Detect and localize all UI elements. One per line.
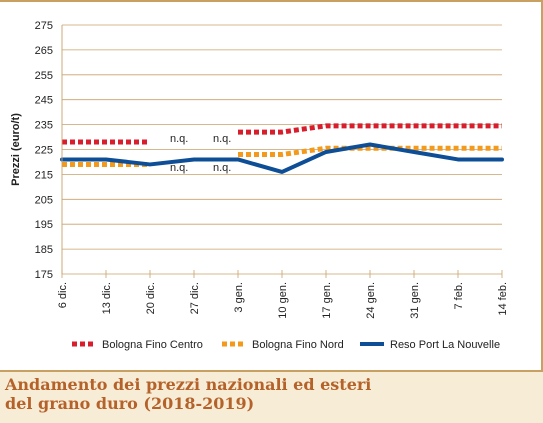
figure-caption: Andamento dei prezzi nazionali ed esteri…	[0, 370, 543, 423]
y-tick-label: 255	[35, 70, 53, 82]
x-tick-label: 20 dic.	[145, 282, 157, 314]
legend-label-1: Bologna Fino Nord	[252, 339, 344, 351]
nq-annotation: n.q.	[213, 162, 231, 174]
y-axis-title: Prezzi (euro/t)	[10, 113, 22, 186]
y-tick-label: 275	[35, 20, 53, 32]
y-tick-label: 215	[35, 169, 53, 181]
legend: Bologna Fino Centro Bologna Fino Nord Reso…	[72, 339, 500, 351]
series-line-2	[60, 142, 504, 174]
x-tick-label: 10 gen.	[277, 282, 289, 319]
x-tick-label: 24 gen.	[365, 282, 377, 319]
nq-annotation: n.q.	[170, 133, 188, 145]
x-tick-label: 14 feb.	[497, 282, 509, 316]
x-tick-label: 27 dic.	[189, 282, 201, 314]
annotations: n.q. n.q. n.q. n.q.	[170, 133, 231, 174]
y-tick-label: 265	[35, 45, 53, 57]
y-tick-label: 185	[35, 244, 53, 256]
x-tick-label: 3 gen.	[233, 282, 245, 313]
x-tick-label: 6 dic.	[57, 282, 69, 308]
x-tick-label: 13 dic.	[101, 282, 113, 314]
y-tick-label: 245	[35, 95, 53, 107]
x-tick-label: 17 gen.	[321, 282, 333, 319]
legend-label-0: Bologna Fino Centro	[102, 339, 203, 351]
nq-annotation: n.q.	[170, 162, 188, 174]
series-line-1	[238, 145, 502, 157]
y-tick-label: 225	[35, 145, 53, 157]
x-tick-label: 7 feb.	[453, 282, 465, 310]
y-tick-label: 235	[35, 120, 53, 132]
caption-line-1: Andamento dei prezzi nazionali ed esteri	[5, 375, 372, 394]
series-lines	[60, 123, 504, 174]
caption-line-2: del grano duro (2018-2019)	[5, 394, 255, 413]
legend-label-2: Reso Port La Nouvelle	[390, 339, 500, 351]
grid	[61, 24, 503, 278]
x-tick-label: 31 gen.	[409, 282, 421, 319]
nq-annotation: n.q.	[213, 133, 231, 145]
y-tick-label: 175	[35, 269, 53, 281]
price-line-chart: 175 185 195 205 215 225 235 245 255 265 275 6 dic. 1…	[10, 20, 509, 351]
y-tick-label: 205	[35, 194, 53, 206]
axes: 175 185 195 205 215 225 235 245 255 265 275 6 dic. 1…	[10, 20, 509, 319]
y-tick-label: 195	[35, 219, 53, 231]
series-line-0	[238, 123, 502, 135]
